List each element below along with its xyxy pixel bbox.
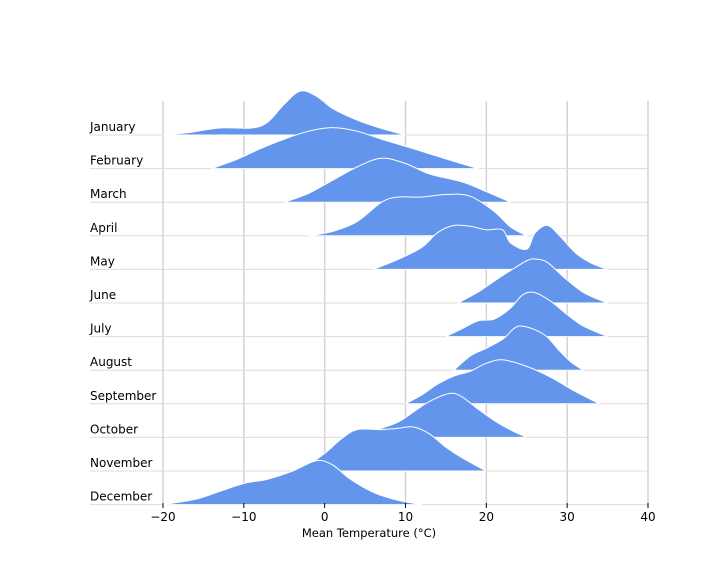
ridge-july bbox=[90, 291, 648, 338]
density-december bbox=[162, 459, 422, 506]
month-label-november: November bbox=[90, 456, 152, 470]
month-label-july: July bbox=[89, 322, 112, 336]
density-august bbox=[452, 325, 586, 371]
x-tick-label-0: −20 bbox=[150, 510, 175, 524]
x-tick-label-2: 0 bbox=[321, 510, 329, 524]
ridge-june bbox=[90, 258, 648, 304]
density-february bbox=[211, 127, 479, 170]
x-axis-title: Mean Temperature (°C) bbox=[302, 526, 436, 540]
month-label-september: September bbox=[90, 389, 156, 403]
density-january bbox=[162, 90, 406, 136]
density-march bbox=[284, 157, 511, 203]
density-may bbox=[372, 224, 608, 270]
x-axis: −20 −10 0 10 20 30 40 bbox=[150, 503, 656, 524]
x-tick-label-5: 30 bbox=[560, 510, 575, 524]
ridge-august bbox=[90, 325, 648, 371]
month-label-december: December bbox=[90, 490, 152, 504]
ridge-march bbox=[90, 157, 648, 203]
x-tick-label-4: 20 bbox=[479, 510, 494, 524]
density-april bbox=[308, 193, 527, 237]
density-september bbox=[405, 359, 600, 405]
month-label-april: April bbox=[90, 221, 117, 235]
month-label-february: February bbox=[90, 154, 143, 168]
x-tick-label-6: 40 bbox=[640, 510, 655, 524]
ridge-december bbox=[90, 459, 648, 506]
month-label-march: March bbox=[90, 187, 127, 201]
ridges bbox=[90, 90, 648, 506]
density-october bbox=[348, 392, 527, 438]
ridge-september bbox=[90, 359, 648, 405]
ridge-november bbox=[90, 426, 648, 472]
x-tick-label-1: −10 bbox=[231, 510, 256, 524]
month-label-october: October bbox=[90, 422, 138, 436]
density-july bbox=[445, 291, 608, 338]
month-labels: January February March April May June July Augu… bbox=[89, 120, 156, 504]
month-label-january: January bbox=[89, 120, 136, 134]
ridge-january bbox=[90, 90, 648, 136]
month-label-may: May bbox=[90, 254, 115, 268]
density-june bbox=[457, 258, 608, 304]
density-november bbox=[298, 426, 487, 472]
month-label-june: June bbox=[89, 288, 116, 302]
x-tick-label-3: 10 bbox=[398, 510, 413, 524]
month-label-august: August bbox=[90, 355, 132, 369]
